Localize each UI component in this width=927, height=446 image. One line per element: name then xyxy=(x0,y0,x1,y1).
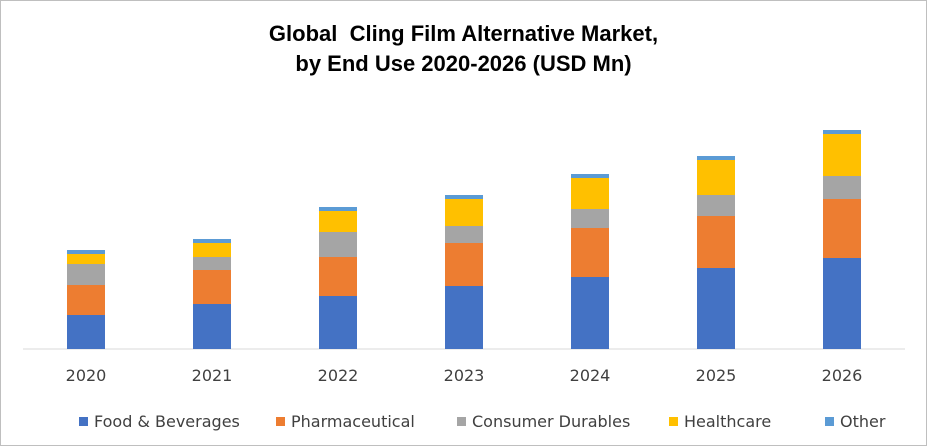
legend-label: Healthcare xyxy=(684,411,772,431)
bar-segment-2021-food-beverages xyxy=(193,304,231,349)
bar-segment-2022-pharmaceutical xyxy=(319,257,357,296)
chart-title-line-1: Global Cling Film Alternative Market, xyxy=(268,21,659,46)
bar-segment-2023-pharmaceutical xyxy=(445,243,483,286)
legend-swatch xyxy=(276,416,285,426)
bar-segment-2023-other xyxy=(445,195,483,199)
bar-segment-2024-healthcare xyxy=(571,178,609,209)
bar-segment-2020-healthcare xyxy=(67,254,105,264)
bar-segment-2026-pharmaceutical xyxy=(823,199,861,258)
bar-segment-2025-pharmaceutical xyxy=(697,216,735,268)
bar-segment-2023-food-beverages xyxy=(445,286,483,349)
chart-title: Global Cling Film Alternative Market, by… xyxy=(1,19,926,79)
bar-segment-2025-healthcare xyxy=(697,160,735,195)
legend-swatch xyxy=(457,416,466,426)
plot-area: 2020 2021 2022 2023 2024 2025 2026 xyxy=(23,130,905,385)
bar-segment-2020-pharmaceutical xyxy=(67,285,105,315)
bar-segment-2021-consumer-durables xyxy=(193,257,231,270)
bar-segment-2024-consumer-durables xyxy=(571,209,609,228)
bar-segment-2021-other xyxy=(193,239,231,243)
bar-segment-2023-healthcare xyxy=(445,199,483,226)
x-tick-label-2022: 2022 xyxy=(318,366,359,385)
bar-segment-2020-food-beverages xyxy=(67,315,105,349)
bar-segment-2026-other xyxy=(823,130,861,134)
bar-segment-2024-pharmaceutical xyxy=(571,228,609,277)
legend-label: Pharmaceutical xyxy=(291,411,415,431)
bar-segment-2022-other xyxy=(319,207,357,211)
bar-segment-2025-food-beverages xyxy=(697,268,735,349)
legend-item-pharmaceutical: Pharmaceutical xyxy=(276,409,415,433)
x-tick-label-2023: 2023 xyxy=(444,366,485,385)
bar-segment-2023-consumer-durables xyxy=(445,226,483,243)
bar-segment-2022-food-beverages xyxy=(319,296,357,349)
legend-item-healthcare: Healthcare xyxy=(669,409,771,433)
bar-segment-2026-food-beverages xyxy=(823,258,861,349)
bar-segment-2022-healthcare xyxy=(319,211,357,232)
x-tick-label-2025: 2025 xyxy=(696,366,737,385)
bar-segment-2024-food-beverages xyxy=(571,277,609,349)
legend: Food & Beverages Pharmaceutical Consumer D… xyxy=(1,409,926,433)
bar-segment-2020-consumer-durables xyxy=(67,264,105,285)
chart-title-line-2: by End Use 2020-2026 (USD Mn) xyxy=(295,51,632,76)
bar-segment-2025-consumer-durables xyxy=(697,195,735,216)
legend-item-other: Other xyxy=(825,409,885,433)
bar-segment-2021-healthcare xyxy=(193,243,231,257)
bar-segment-2026-consumer-durables xyxy=(823,176,861,199)
x-tick-label-2026: 2026 xyxy=(822,366,863,385)
bar-segment-2024-other xyxy=(571,174,609,178)
bar-segment-2022-consumer-durables xyxy=(319,232,357,257)
bar-segment-2021-pharmaceutical xyxy=(193,270,231,304)
x-tick-label-2020: 2020 xyxy=(66,366,107,385)
x-tick-label-2024: 2024 xyxy=(570,366,611,385)
legend-swatch xyxy=(825,416,834,426)
legend-label: Consumer Durables xyxy=(472,411,631,431)
legend-swatch xyxy=(79,416,88,426)
legend-item-consumer-durables: Consumer Durables xyxy=(457,409,630,433)
legend-swatch xyxy=(669,416,678,426)
legend-item-food-beverages: Food & Beverages xyxy=(79,409,240,433)
bar-segment-2025-other xyxy=(697,156,735,160)
bar-segment-2020-other xyxy=(67,250,105,254)
legend-label: Food & Beverages xyxy=(94,411,240,431)
legend-label: Other xyxy=(840,411,886,431)
x-tick-label-2021: 2021 xyxy=(192,366,233,385)
bar-segment-2026-healthcare xyxy=(823,134,861,176)
